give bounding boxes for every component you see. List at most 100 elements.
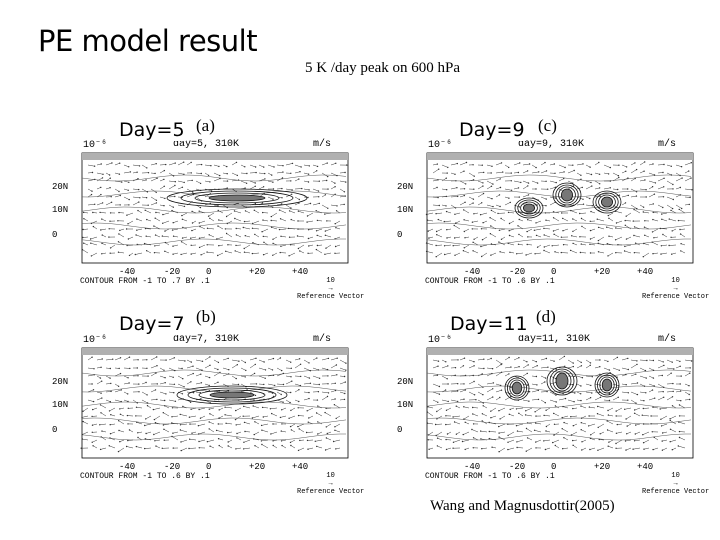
wind-arrow bbox=[657, 164, 665, 166]
wind-arrow-head bbox=[671, 207, 674, 210]
wind-arrow-head bbox=[457, 383, 459, 385]
wind-arrow-head bbox=[642, 442, 645, 444]
wind-arrow-head bbox=[271, 412, 273, 415]
wind-arrow-head bbox=[146, 405, 149, 407]
wind-arrow bbox=[249, 373, 255, 377]
wind-arrow bbox=[249, 186, 256, 190]
wind-arrow bbox=[200, 252, 206, 256]
wind-arrow-head bbox=[82, 228, 84, 231]
wind-arrow-head bbox=[297, 247, 300, 250]
wind-arrow bbox=[168, 180, 176, 182]
wind-arrow bbox=[459, 162, 467, 166]
wind-arrow-head bbox=[519, 162, 521, 164]
wind-arrow bbox=[163, 429, 170, 433]
wind-arrow-head bbox=[509, 408, 511, 411]
wind-arrow-head bbox=[199, 182, 202, 185]
panel-scale-label: 10⁻⁶ bbox=[428, 140, 453, 151]
wind-arrow-head bbox=[607, 255, 609, 257]
wind-arrow-head bbox=[473, 213, 475, 215]
wind-arrow bbox=[684, 162, 692, 166]
wind-arrow-head bbox=[500, 384, 502, 387]
wind-arrow bbox=[491, 243, 497, 246]
wind-arrow bbox=[231, 375, 237, 379]
wind-arrow bbox=[83, 218, 89, 222]
wind-arrow-head bbox=[208, 428, 210, 430]
wind-arrow bbox=[572, 407, 578, 409]
wind-arrow bbox=[579, 212, 587, 214]
wind-arrow-head bbox=[99, 404, 102, 406]
wind-arrow-head bbox=[607, 360, 609, 363]
wind-arrow-head bbox=[261, 231, 263, 233]
wind-arrow bbox=[136, 422, 143, 425]
wind-arrow-head bbox=[688, 203, 690, 206]
wind-arrow-head bbox=[236, 437, 238, 439]
wind-arrow-head bbox=[217, 209, 219, 212]
wind-arrow-head bbox=[625, 166, 628, 168]
wind-arrow bbox=[642, 414, 650, 417]
wind-arrow-head bbox=[633, 208, 635, 211]
wind-arrow bbox=[562, 218, 569, 222]
wind-arrow-head bbox=[662, 391, 664, 393]
wind-arrow-head bbox=[509, 201, 511, 204]
wind-arrow-head bbox=[119, 372, 122, 375]
wind-arrow bbox=[92, 423, 98, 426]
wind-arrow bbox=[473, 437, 479, 441]
wind-arrow-head bbox=[642, 206, 645, 208]
wind-arrow-head bbox=[243, 247, 245, 250]
wind-arrow-head bbox=[280, 430, 282, 432]
wind-arrow bbox=[153, 431, 161, 435]
wind-arrow bbox=[208, 212, 215, 217]
wind-arrow-head bbox=[117, 241, 120, 243]
wind-arrow-head bbox=[227, 244, 229, 246]
wind-arrow bbox=[82, 236, 89, 238]
wind-arrow-head bbox=[290, 207, 292, 209]
wind-arrow bbox=[513, 204, 520, 208]
wind-arrow bbox=[472, 220, 479, 223]
wind-arrow bbox=[495, 364, 502, 369]
wind-arrow bbox=[105, 383, 111, 385]
wind-arrow-head bbox=[92, 389, 95, 391]
wind-arrow bbox=[164, 228, 170, 232]
wind-arrow bbox=[513, 366, 520, 369]
wind-arrow-head bbox=[562, 448, 564, 450]
wind-arrow bbox=[531, 390, 539, 393]
wind-arrow-head bbox=[544, 448, 547, 451]
wind-arrow bbox=[644, 226, 650, 230]
vorticity-contour bbox=[595, 192, 619, 212]
wind-arrow-head bbox=[209, 181, 211, 183]
x-tick-label: -40 bbox=[119, 267, 136, 277]
wind-arrow bbox=[600, 431, 605, 435]
wind-arrow-head bbox=[436, 163, 438, 165]
wind-arrow-head bbox=[119, 204, 121, 206]
wind-arrow bbox=[155, 234, 161, 238]
wind-arrow-head bbox=[650, 415, 652, 417]
wind-arrow-head bbox=[536, 365, 538, 367]
wind-arrow bbox=[570, 210, 578, 214]
wind-arrow-head bbox=[662, 171, 664, 174]
wind-arrow-head bbox=[156, 365, 158, 367]
wind-arrow-head bbox=[643, 242, 645, 245]
wind-arrow-head bbox=[102, 173, 104, 175]
wind-arrow-head bbox=[455, 180, 457, 182]
wind-arrow bbox=[118, 420, 125, 425]
vorticity-contour bbox=[552, 182, 582, 208]
wind-arrow-head bbox=[500, 371, 503, 373]
wind-arrow bbox=[83, 242, 89, 246]
vorticity-contour bbox=[187, 387, 277, 403]
wind-arrow-head bbox=[598, 173, 601, 175]
wind-arrow-head bbox=[272, 374, 275, 376]
wind-arrow-head bbox=[318, 196, 320, 198]
wind-arrow bbox=[244, 244, 251, 249]
wind-arrow-head bbox=[262, 219, 264, 221]
wind-arrow bbox=[581, 218, 587, 222]
wind-arrow bbox=[289, 210, 296, 214]
wind-arrow-head bbox=[463, 418, 465, 420]
wind-arrow-head bbox=[136, 229, 138, 231]
wind-arrow-head bbox=[437, 360, 440, 362]
wind-arrow-head bbox=[554, 405, 557, 407]
x-tick-label: 0 bbox=[206, 267, 212, 277]
wind-arrow-head bbox=[446, 189, 448, 191]
wind-arrow-head bbox=[498, 451, 500, 453]
wind-arrow bbox=[603, 172, 609, 175]
plot-frame bbox=[426, 347, 694, 459]
